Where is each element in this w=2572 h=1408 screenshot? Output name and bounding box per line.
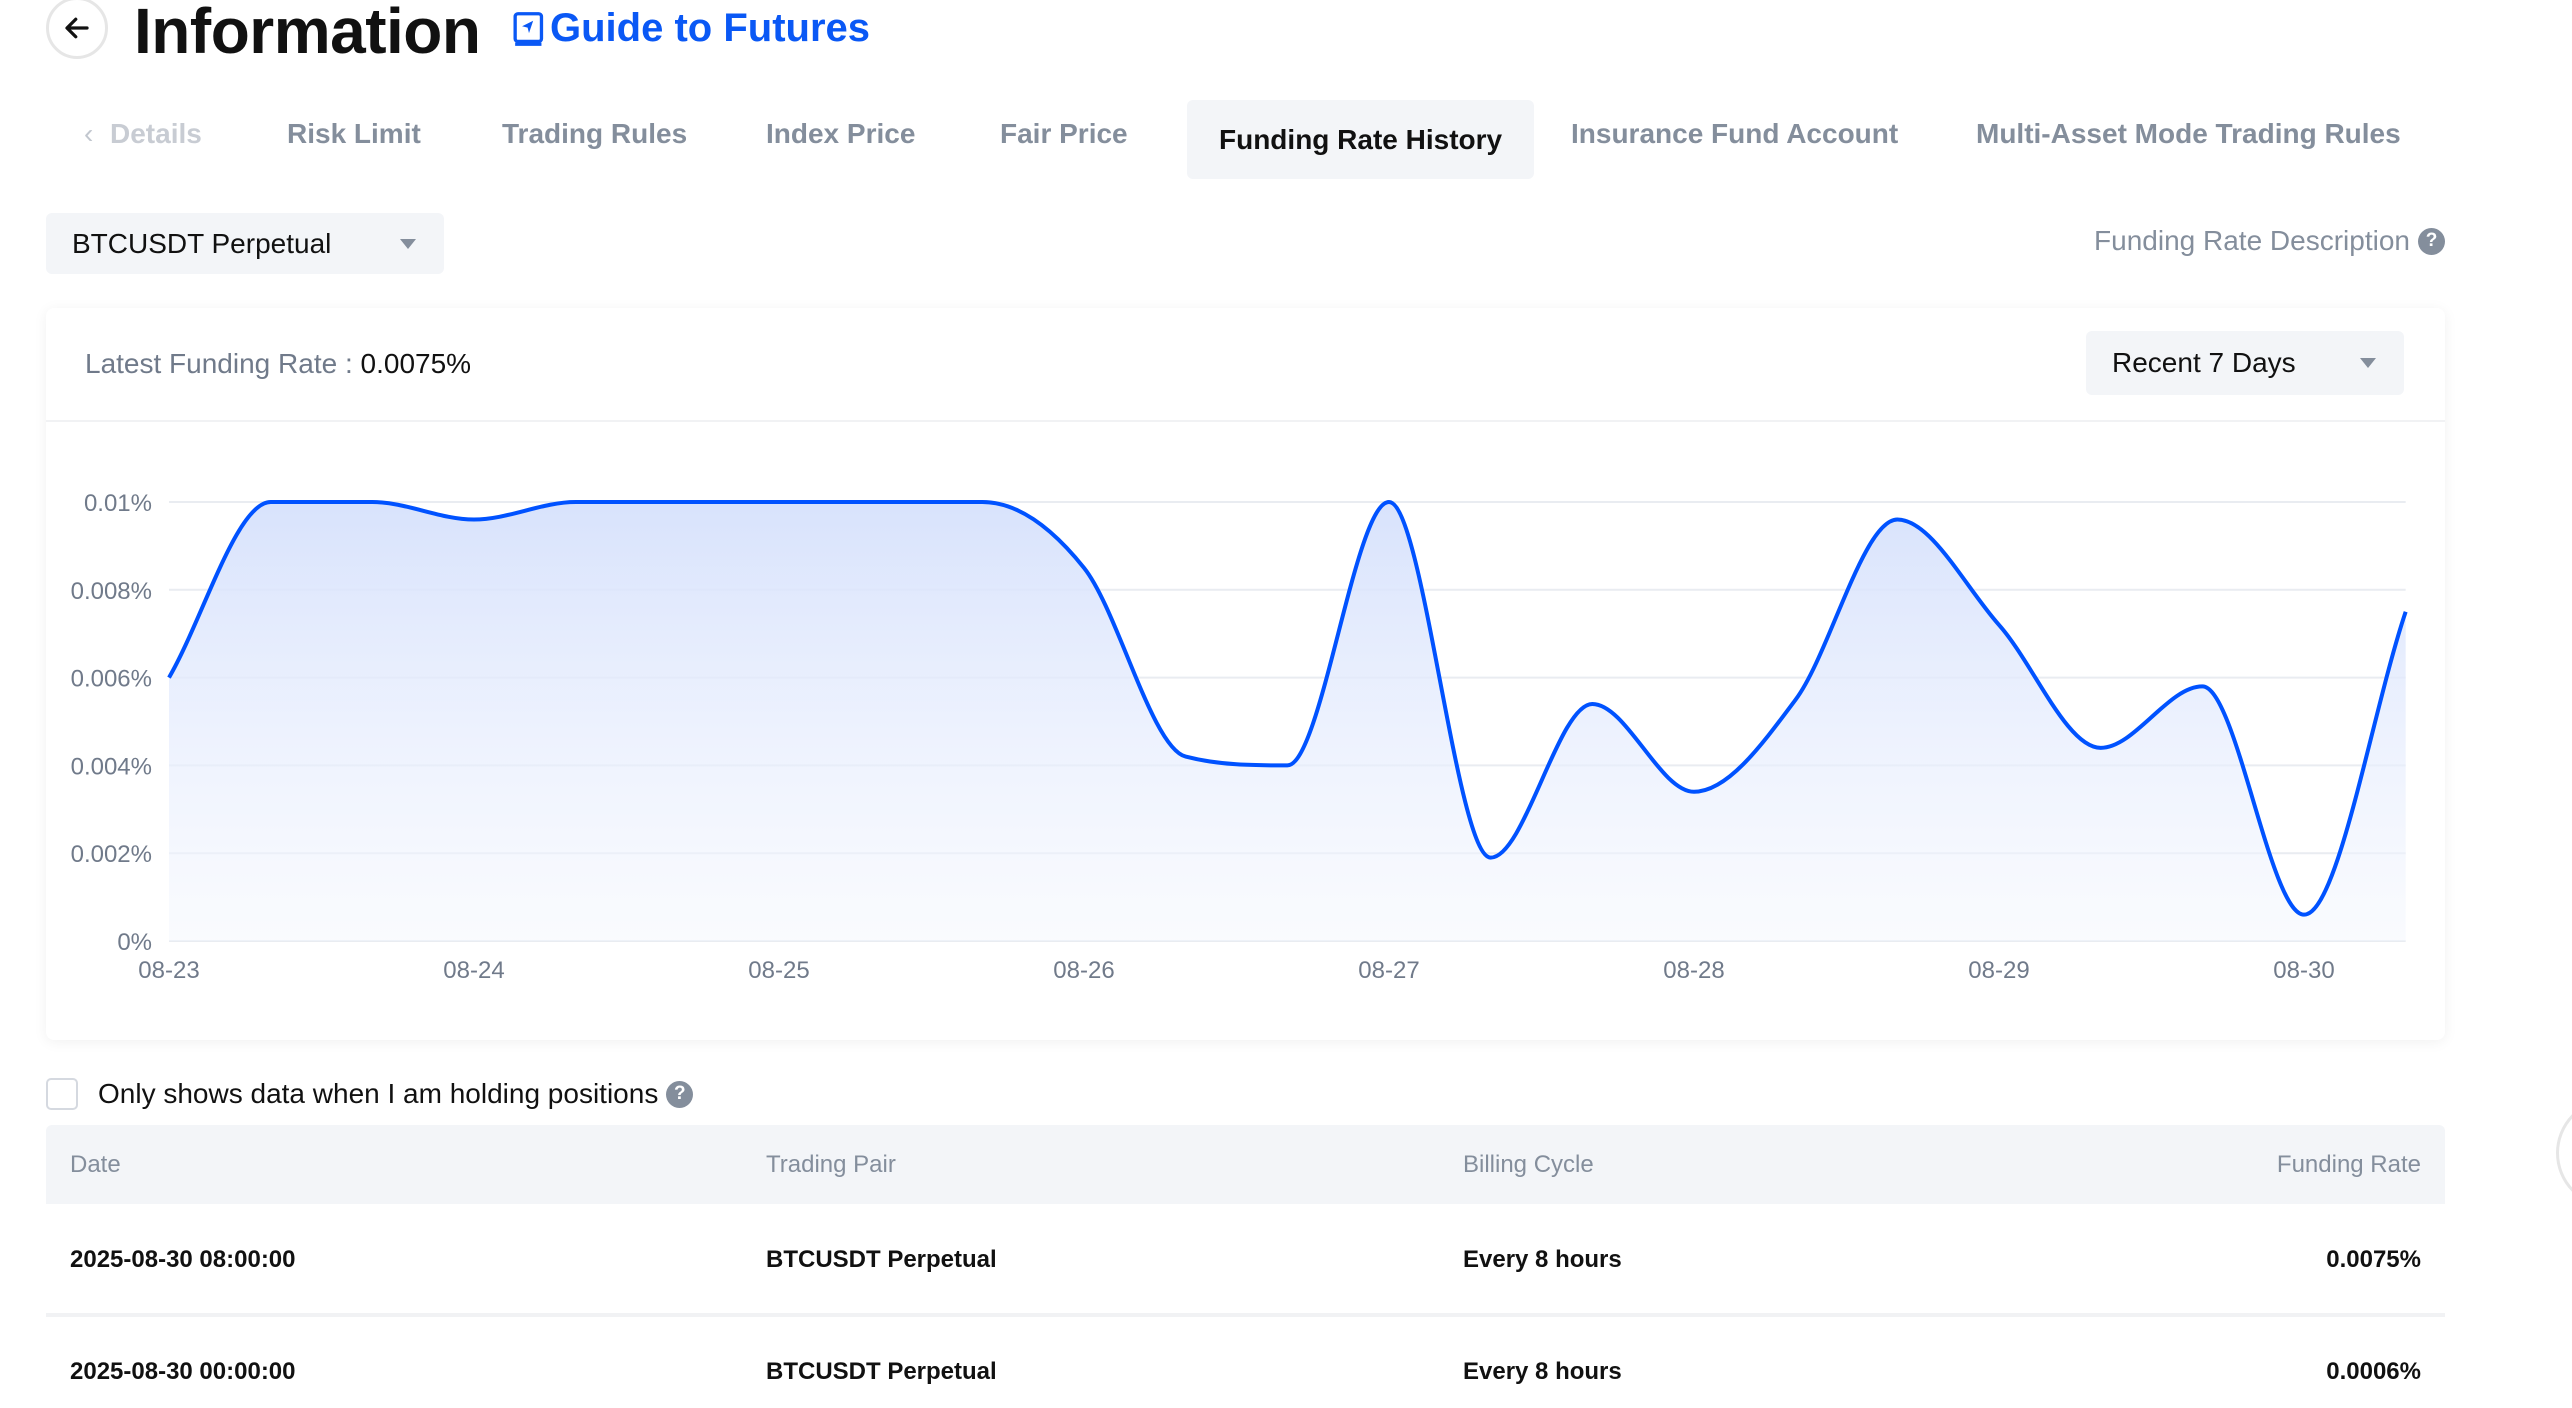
tab-index-price[interactable]: Index Price: [766, 118, 916, 149]
cell-date: 2025-08-30 08:00:00: [70, 1246, 296, 1273]
funding-rate-description-link[interactable]: Funding Rate Description ?: [2094, 225, 2445, 257]
y-tick-label: 0.004%: [71, 753, 152, 780]
y-tick-label: 0.01%: [84, 490, 152, 517]
x-tick-label: 08-29: [1968, 957, 2029, 984]
guide-link-label: Guide to Futures: [550, 6, 870, 50]
x-tick-label: 08-26: [1053, 957, 1114, 984]
tab-fair-price[interactable]: Fair Price: [1000, 118, 1128, 149]
x-tick-label: 08-28: [1663, 957, 1724, 984]
cell-funding-rate: 0.0075%: [2326, 1246, 2421, 1273]
latest-funding-rate: Latest Funding Rate : 0.0075%: [85, 348, 471, 380]
column-funding-rate: Funding Rate: [2276, 1151, 2421, 1178]
column-trading-pair: Trading Pair: [766, 1151, 896, 1178]
symbol-select-value: BTCUSDT Perpetual: [72, 227, 332, 259]
holding-positions-filter: Only shows data when I am holding positi…: [98, 1078, 694, 1110]
floating-action-button[interactable]: [2556, 1098, 2572, 1208]
tab-insurance-fund-account[interactable]: Insurance Fund Account: [1571, 118, 1899, 149]
tab-trading-rules[interactable]: Trading Rules: [502, 118, 688, 149]
tab-risk-limit[interactable]: Risk Limit: [287, 118, 421, 149]
tab-details[interactable]: Details: [110, 118, 202, 149]
y-tick-label: 0%: [117, 929, 152, 956]
help-icon[interactable]: ?: [666, 1080, 694, 1108]
y-tick-label: 0.008%: [71, 578, 152, 605]
row-divider: [46, 1313, 2445, 1317]
arrow-left-icon: [65, 17, 89, 39]
cell-trading-pair: BTCUSDT Perpetual: [766, 1358, 997, 1385]
x-tick-label: 08-30: [2273, 957, 2334, 984]
cell-billing-cycle: Every 8 hours: [1463, 1358, 1622, 1385]
guide-book-icon: [513, 11, 544, 46]
range-select-value: Recent 7 Days: [2112, 347, 2296, 378]
holding-positions-checkbox[interactable]: [46, 1078, 78, 1110]
cell-funding-rate: 0.0006%: [2326, 1358, 2421, 1385]
y-tick-label: 0.006%: [71, 666, 152, 693]
back-button[interactable]: [46, 0, 108, 59]
chart-series-line: [167, 499, 2408, 917]
cell-billing-cycle: Every 8 hours: [1463, 1246, 1622, 1273]
tabs-scroll-left-icon[interactable]: ‹: [84, 118, 94, 149]
column-date: Date: [70, 1151, 121, 1178]
guide-to-futures-link[interactable]: Guide to Futures: [512, 6, 870, 51]
chart-area-fill: [169, 502, 2406, 941]
tab-multi-asset-mode-trading-rules[interactable]: Multi-Asset Mode Trading Rules: [1976, 118, 2401, 149]
latest-funding-rate-value: 0.0075%: [360, 348, 472, 379]
funding-rate-description-label: Funding Rate Description: [2094, 225, 2410, 256]
funding-rate-chart: 0% 0.002% 0.004% 0.006% 0.008% 0.01% 08-23 08-…: [71, 490, 2408, 984]
latest-funding-rate-label: Latest Funding Rate :: [85, 348, 353, 379]
cell-trading-pair: BTCUSDT Perpetual: [766, 1246, 997, 1273]
cell-date: 2025-08-30 00:00:00: [70, 1358, 296, 1385]
symbol-select[interactable]: BTCUSDT Perpetual: [46, 213, 444, 274]
x-tick-label: 08-24: [443, 957, 504, 984]
holding-positions-label: Only shows data when I am holding positi…: [98, 1078, 659, 1109]
help-icon: ?: [2418, 227, 2445, 255]
x-tick-label: 08-25: [748, 957, 809, 984]
x-tick-label: 08-23: [138, 957, 199, 984]
x-tick-label: 08-27: [1358, 957, 1419, 984]
page-title: Information: [134, 0, 481, 67]
table-header: [46, 1125, 2445, 1204]
caret-down-icon: [400, 238, 416, 249]
y-tick-label: 0.002%: [71, 841, 152, 868]
caret-down-icon: [2360, 358, 2376, 368]
range-select[interactable]: Recent 7 Days: [2086, 331, 2404, 395]
column-billing-cycle: Billing Cycle: [1463, 1151, 1594, 1178]
card-divider: [46, 420, 2445, 422]
tab-funding-rate-history[interactable]: Funding Rate History: [1187, 100, 1535, 179]
